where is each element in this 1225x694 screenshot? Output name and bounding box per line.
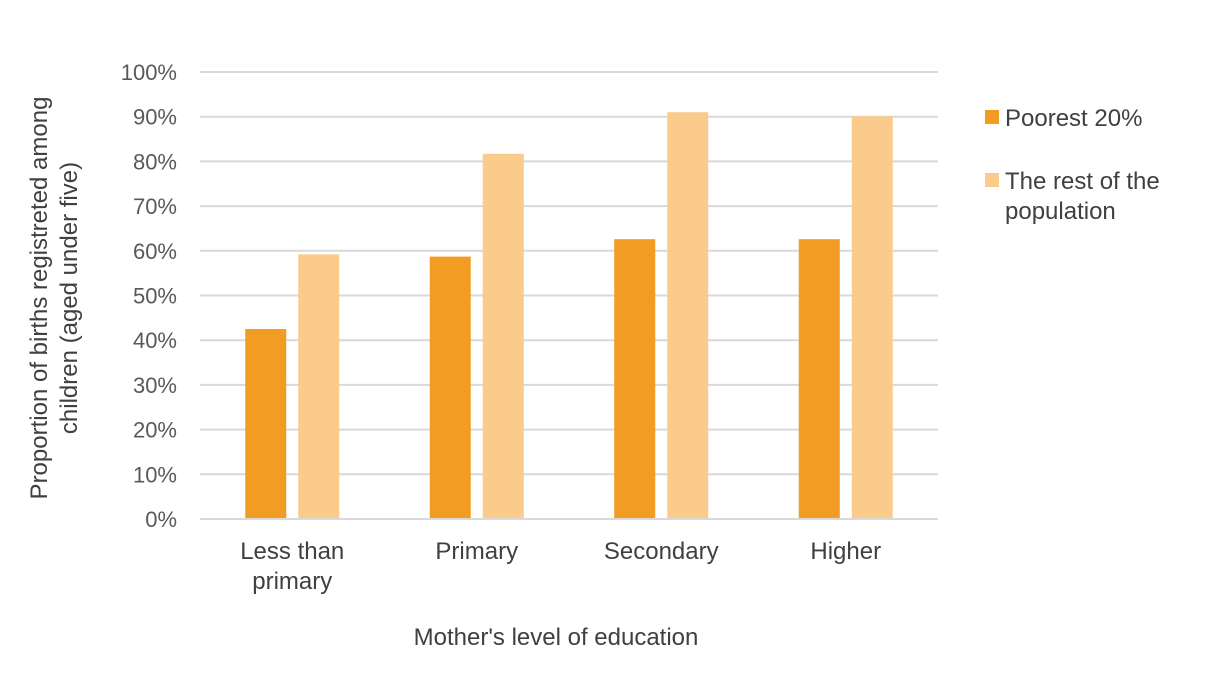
y-tick-label: 90% bbox=[133, 105, 177, 130]
y-tick-label: 60% bbox=[133, 239, 177, 264]
legend-label: Poorest 20% bbox=[1005, 105, 1142, 132]
y-tick-label: 40% bbox=[133, 328, 177, 353]
bar bbox=[298, 254, 340, 519]
y-axis-title-text: Proportion of births registreted among ch… bbox=[26, 97, 83, 500]
legend-label: The rest of the population bbox=[1005, 168, 1160, 225]
bar bbox=[851, 116, 893, 520]
y-tick-label: 50% bbox=[133, 284, 177, 309]
bar bbox=[798, 239, 840, 520]
x-category-labels: Less than primary Primary Secondary Higher bbox=[240, 538, 881, 595]
y-tick-label: 100% bbox=[121, 60, 177, 85]
y-tick-label: 80% bbox=[133, 149, 177, 174]
y-tick-label: 20% bbox=[133, 418, 177, 443]
x-category-label: Less than primary bbox=[240, 538, 344, 595]
legend: Poorest 20% The rest of the population bbox=[985, 105, 1160, 225]
y-tick-label: 10% bbox=[133, 462, 177, 487]
legend-swatch bbox=[985, 173, 999, 187]
bars bbox=[245, 112, 893, 520]
x-category-label: Higher bbox=[810, 538, 881, 565]
bar bbox=[667, 112, 709, 519]
legend-swatch bbox=[985, 110, 999, 124]
bar bbox=[245, 329, 287, 519]
y-axis-title: Proportion of births registreted among ch… bbox=[26, 97, 83, 500]
bar bbox=[482, 153, 524, 519]
x-category-label: Primary bbox=[435, 538, 518, 565]
x-category-label: Secondary bbox=[604, 538, 719, 565]
y-tick-label: 30% bbox=[133, 373, 177, 398]
bar bbox=[429, 256, 471, 519]
y-tick-label: 0% bbox=[145, 507, 177, 532]
y-tick-labels: 0% 10% 20% 30% 40% 50% 60% 70% 80% 90% 100% bbox=[121, 60, 177, 532]
x-axis-title: Mother's level of education bbox=[414, 624, 699, 651]
bar bbox=[614, 239, 656, 520]
y-tick-label: 70% bbox=[133, 194, 177, 219]
